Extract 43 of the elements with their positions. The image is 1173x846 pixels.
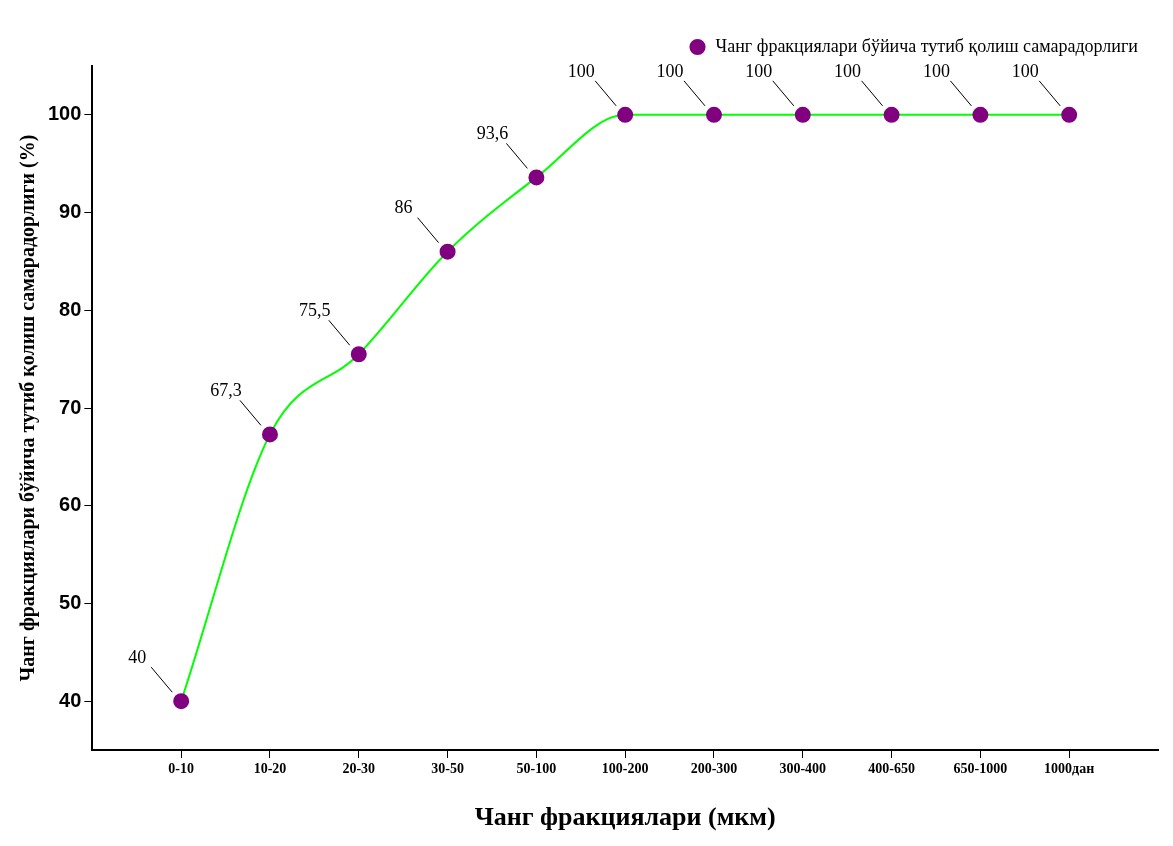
point xyxy=(617,106,634,123)
data-label: 75,5 xyxy=(299,299,331,320)
data-label: 93,6 xyxy=(476,123,509,144)
y-tick-label: 40 xyxy=(59,688,82,711)
x-tick-label: 650-1000 xyxy=(953,761,1008,777)
y-tick-label: 90 xyxy=(59,200,82,223)
point xyxy=(528,169,545,186)
x-tick-label: 0-10 xyxy=(168,761,195,777)
x-tick-label: 300-400 xyxy=(779,761,827,777)
point xyxy=(261,426,278,443)
y-tick-label: 100 xyxy=(47,102,82,125)
data-label: 67,3 xyxy=(210,380,242,401)
x-tick-label: 50-100 xyxy=(516,761,557,777)
x-tick-label: 10-20 xyxy=(253,761,287,777)
point xyxy=(1061,106,1078,123)
x-tick-label: 30-50 xyxy=(431,761,464,777)
point xyxy=(173,693,190,710)
point xyxy=(705,106,722,123)
point xyxy=(350,346,367,363)
point xyxy=(972,106,989,123)
x-axis-title: Чанг фракциялари (мкм) xyxy=(474,802,776,832)
legend-label: Чанг фракциялари бўйича тутиб қолиш самарадорлиги xyxy=(715,35,1139,56)
data-label: 100 xyxy=(745,60,773,81)
x-tick-label: 100-200 xyxy=(601,761,649,777)
y-tick-label: 50 xyxy=(59,590,82,613)
data-label: 86 xyxy=(394,197,413,218)
y-tick-label: 60 xyxy=(59,493,82,516)
data-label: 40 xyxy=(128,646,147,667)
x-tick-label: 200-300 xyxy=(690,761,738,777)
data-label: 100 xyxy=(834,60,862,81)
y-tick-label: 80 xyxy=(59,297,82,320)
x-tick-label: 20-30 xyxy=(342,761,376,777)
x-tick-label: 1000дан xyxy=(1044,761,1095,777)
point xyxy=(883,106,900,123)
point xyxy=(439,243,456,260)
data-label: 100 xyxy=(1011,60,1039,81)
data-label: 100 xyxy=(656,60,684,81)
y-tick-label: 70 xyxy=(59,395,82,418)
data-label: 100 xyxy=(567,60,595,81)
x-tick-label: 400-650 xyxy=(868,761,915,777)
y-axis-title: Чанг фракциялари бўйича тутиб қолиш самарадорлиги (%) xyxy=(16,134,40,682)
point xyxy=(794,106,811,123)
data-label: 100 xyxy=(922,60,950,81)
